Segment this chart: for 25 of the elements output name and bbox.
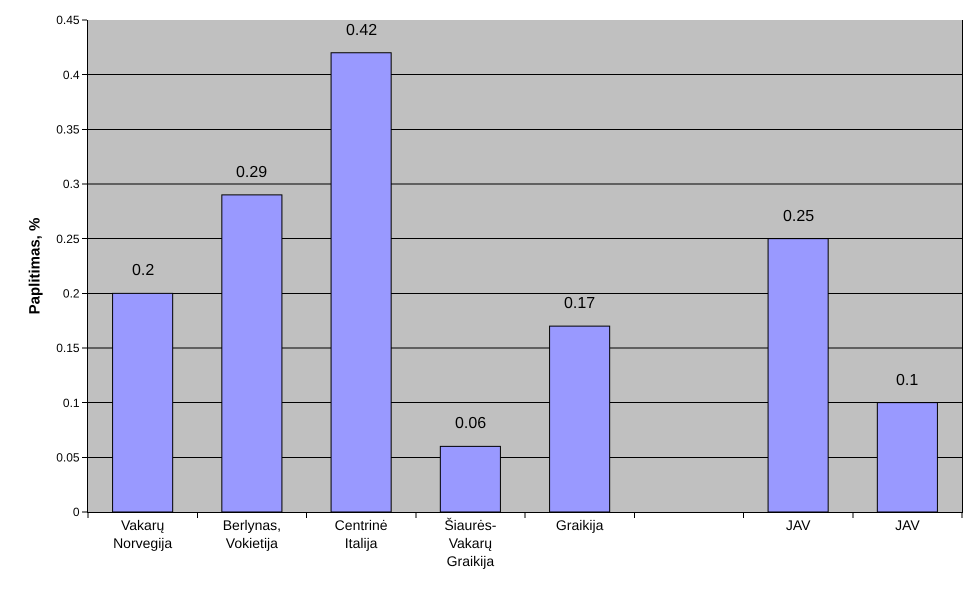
y-tick-label: 0.1 xyxy=(62,396,80,410)
x-tick-label: Berlynas, Vokietija xyxy=(222,516,282,551)
y-tick-label: 0 xyxy=(72,505,80,520)
data-label: 0.06 xyxy=(455,415,486,432)
y-tick-label: 0.35 xyxy=(56,122,80,137)
y-axis-title: Paplitimas, % xyxy=(26,218,44,314)
data-label: 0.25 xyxy=(783,208,814,225)
data-label: 0.42 xyxy=(346,22,378,39)
x-tick-label: JAV xyxy=(895,516,920,533)
y-tick-label: 0.25 xyxy=(56,232,80,246)
data-label: 0.17 xyxy=(564,295,596,312)
y-tick-label: 0.15 xyxy=(56,341,80,356)
x-tick-label: Graikija xyxy=(556,516,604,533)
x-tick-label: JAV xyxy=(786,516,812,533)
data-label: 0.29 xyxy=(236,164,268,181)
y-tick-label: 0.4 xyxy=(62,68,80,82)
x-tick-label: Vakarų Norvegija xyxy=(113,516,172,551)
y-tick-label: 0.05 xyxy=(56,450,80,465)
x-tick-label: Centrinė Italija xyxy=(334,516,388,551)
data-label: 0.2 xyxy=(132,262,154,279)
y-tick-label: 0.3 xyxy=(62,177,80,192)
y-tick-label: 0.45 xyxy=(56,13,80,28)
x-tick-label: Šiaurės- Vakarų Graikija xyxy=(444,516,497,570)
data-label: 0.1 xyxy=(896,372,918,389)
y-tick-label: 0.2 xyxy=(62,286,80,301)
